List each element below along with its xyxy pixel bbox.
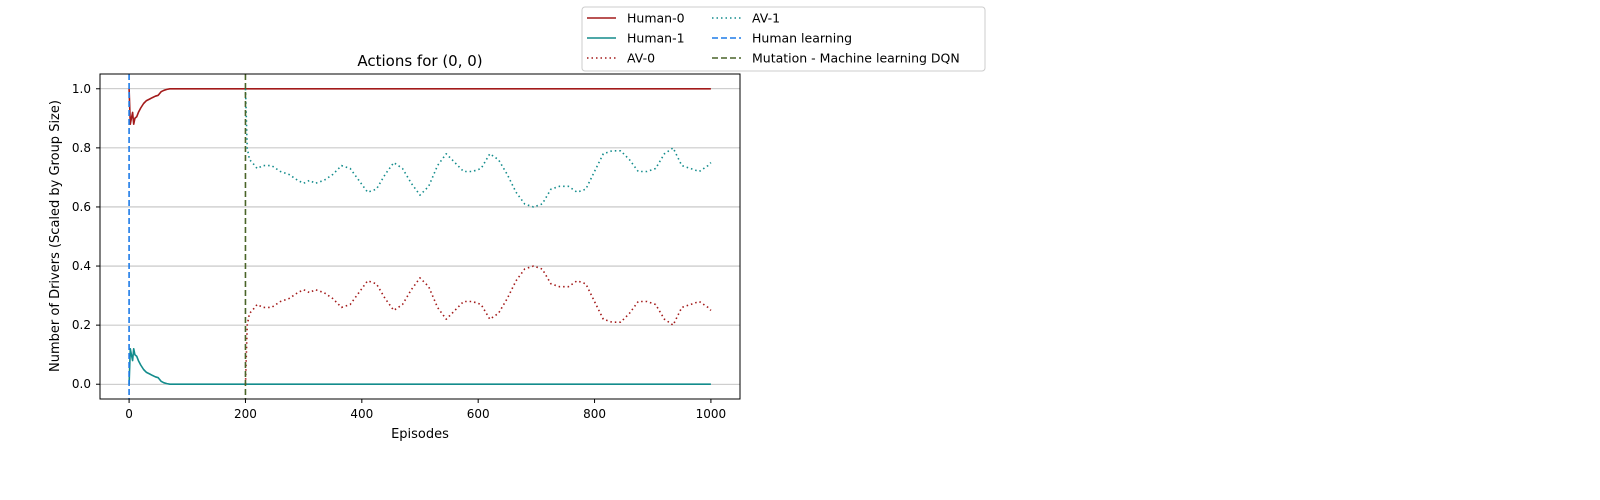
x-tick-label: 200 [234,407,257,421]
series-line-av-1 [244,88,712,208]
y-tick-label: 0.0 [72,377,91,391]
y-axis-label: Number of Drivers (Scaled by Group Size) [48,100,63,372]
legend-label: Human-1 [627,31,685,46]
x-tick-label: 800 [583,407,606,421]
legend-frame [581,6,986,72]
legend-label: AV-1 [752,11,780,26]
series-line-human-0 [128,88,711,125]
x-tick-label: 400 [350,407,373,421]
axis-ticks: 0 200 400 600 800 1000 0.0 0.2 0.4 0.6 0.8 1.0 [72,82,726,421]
series-line-human-1 [128,347,711,386]
y-tick-label: 0.4 [72,259,91,273]
legend-label: AV-0 [627,51,655,66]
legend-label: Human-0 [627,11,685,26]
legend-label: Human learning [752,31,852,46]
legend-label: Mutation - Machine learning DQN [752,51,960,66]
series-layer [128,74,712,399]
x-tick-label: 0 [125,407,133,421]
x-axis-label: Episodes [391,427,449,442]
chart-title: Actions for (0, 0) [357,52,482,70]
plot-frame [99,73,741,400]
y-tick-label: 0.8 [72,141,91,155]
y-tick-label: 1.0 [72,82,91,96]
x-tick-label: 1000 [696,407,727,421]
series-line-av-0 [244,265,712,385]
x-tick-label: 600 [467,407,490,421]
y-tick-label: 0.2 [72,318,91,332]
y-tick-label: 0.6 [72,200,91,214]
legend: Human-0 Human-1 AV-0 AV-1 Human learning Muta… [581,6,986,72]
